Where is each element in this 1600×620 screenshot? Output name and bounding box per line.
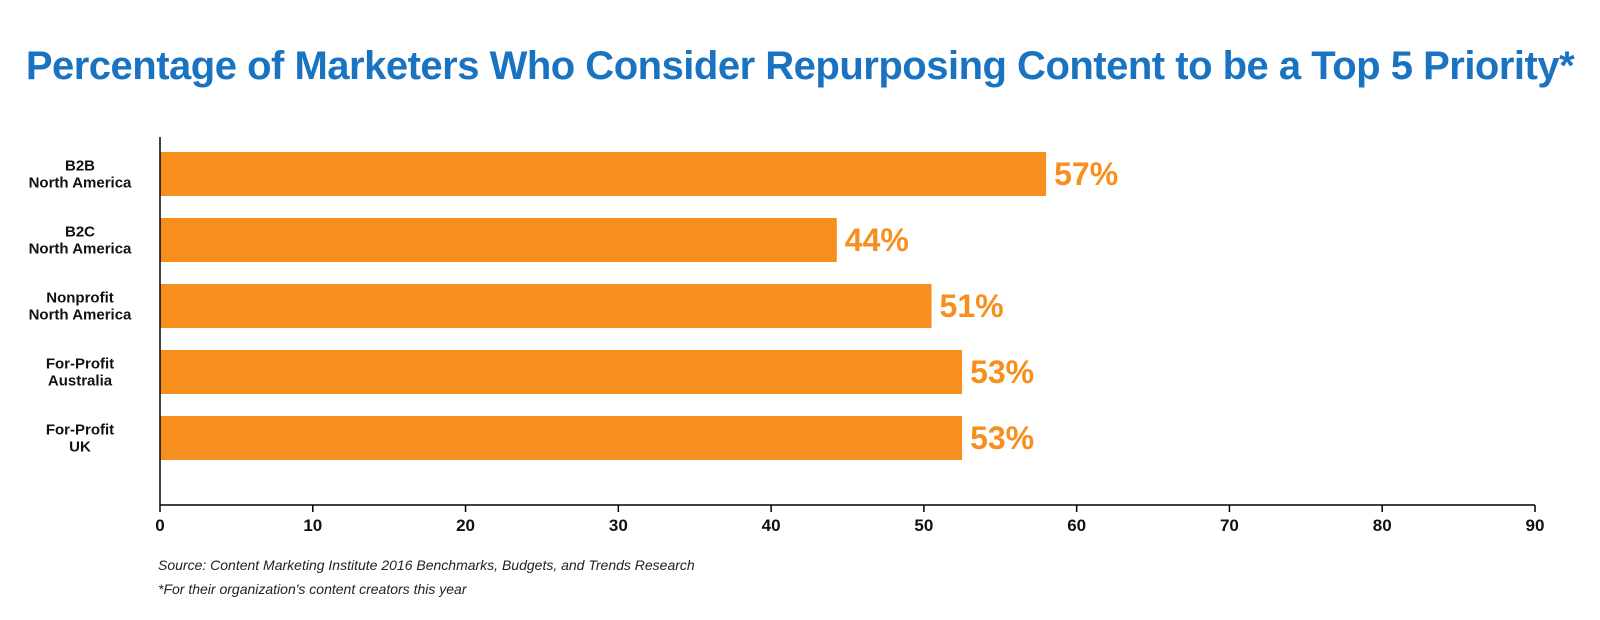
asterisk-note: *For their organization's content creato… <box>158 581 467 597</box>
axes: 0 10 20 30 40 50 60 70 80 90 <box>155 137 1544 535</box>
x-tick-label-2: 20 <box>456 516 475 535</box>
bar-2 <box>160 284 932 328</box>
category-label-2-line-0: Nonprofit <box>46 290 113 307</box>
category-label-0-line-0: B2B <box>65 158 95 175</box>
bar-0 <box>160 152 1047 196</box>
x-tick-label-7: 70 <box>1220 516 1239 535</box>
bar-4 <box>160 416 963 460</box>
category-label-1-line-1: North America <box>29 241 132 258</box>
x-tick-label-4: 40 <box>762 516 781 535</box>
value-label-1: 44% <box>845 222 909 258</box>
x-tick-label-1: 10 <box>303 516 322 535</box>
x-tick-label-6: 60 <box>1067 516 1086 535</box>
value-label-3: 53% <box>970 354 1034 390</box>
footnotes: Source: Content Marketing Institute 2016… <box>158 553 695 601</box>
category-label-4-line-0: For-Profit <box>46 422 114 439</box>
source-note: Source: Content Marketing Institute 2016… <box>158 557 695 573</box>
x-tick-label-0: 0 <box>155 516 164 535</box>
value-label-2: 51% <box>940 288 1004 324</box>
category-label-2-line-1: North America <box>29 307 132 324</box>
x-tick-label-3: 30 <box>609 516 628 535</box>
category-label-1-line-0: B2C <box>65 224 95 241</box>
bar-3 <box>160 350 963 394</box>
chart-title: Percentage of Marketers Who Consider Rep… <box>25 44 1575 88</box>
x-tick-label-9: 90 <box>1526 516 1545 535</box>
category-label-0-line-1: North America <box>29 175 132 192</box>
category-label-3-line-1: Australia <box>48 373 113 390</box>
category-label-3-line-0: For-Profit <box>46 356 114 373</box>
value-labels: 57% 44% 51% 53% 53% <box>845 156 1118 456</box>
value-label-4: 53% <box>970 420 1034 456</box>
x-tick-label-5: 50 <box>914 516 933 535</box>
bar-1 <box>160 218 837 262</box>
x-tick-label-8: 80 <box>1373 516 1392 535</box>
category-label-4-line-1: UK <box>69 439 91 456</box>
value-label-0: 57% <box>1054 156 1118 192</box>
bars-layer <box>160 152 1047 460</box>
